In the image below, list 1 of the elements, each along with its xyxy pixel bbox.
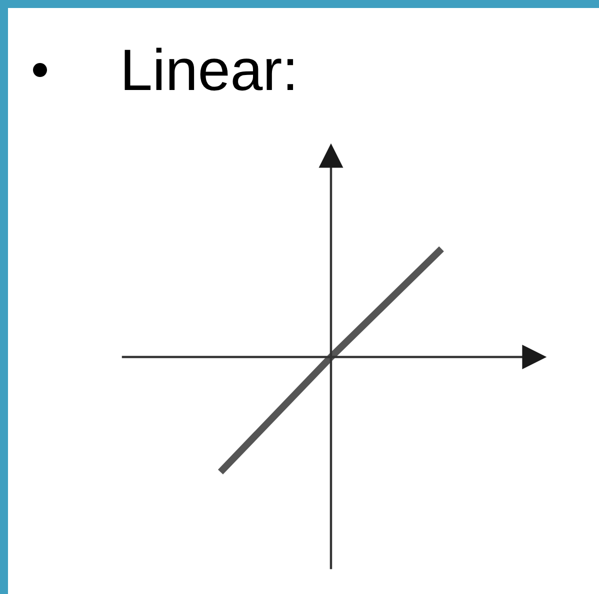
chart-title: Linear:	[124, 48, 294, 91]
